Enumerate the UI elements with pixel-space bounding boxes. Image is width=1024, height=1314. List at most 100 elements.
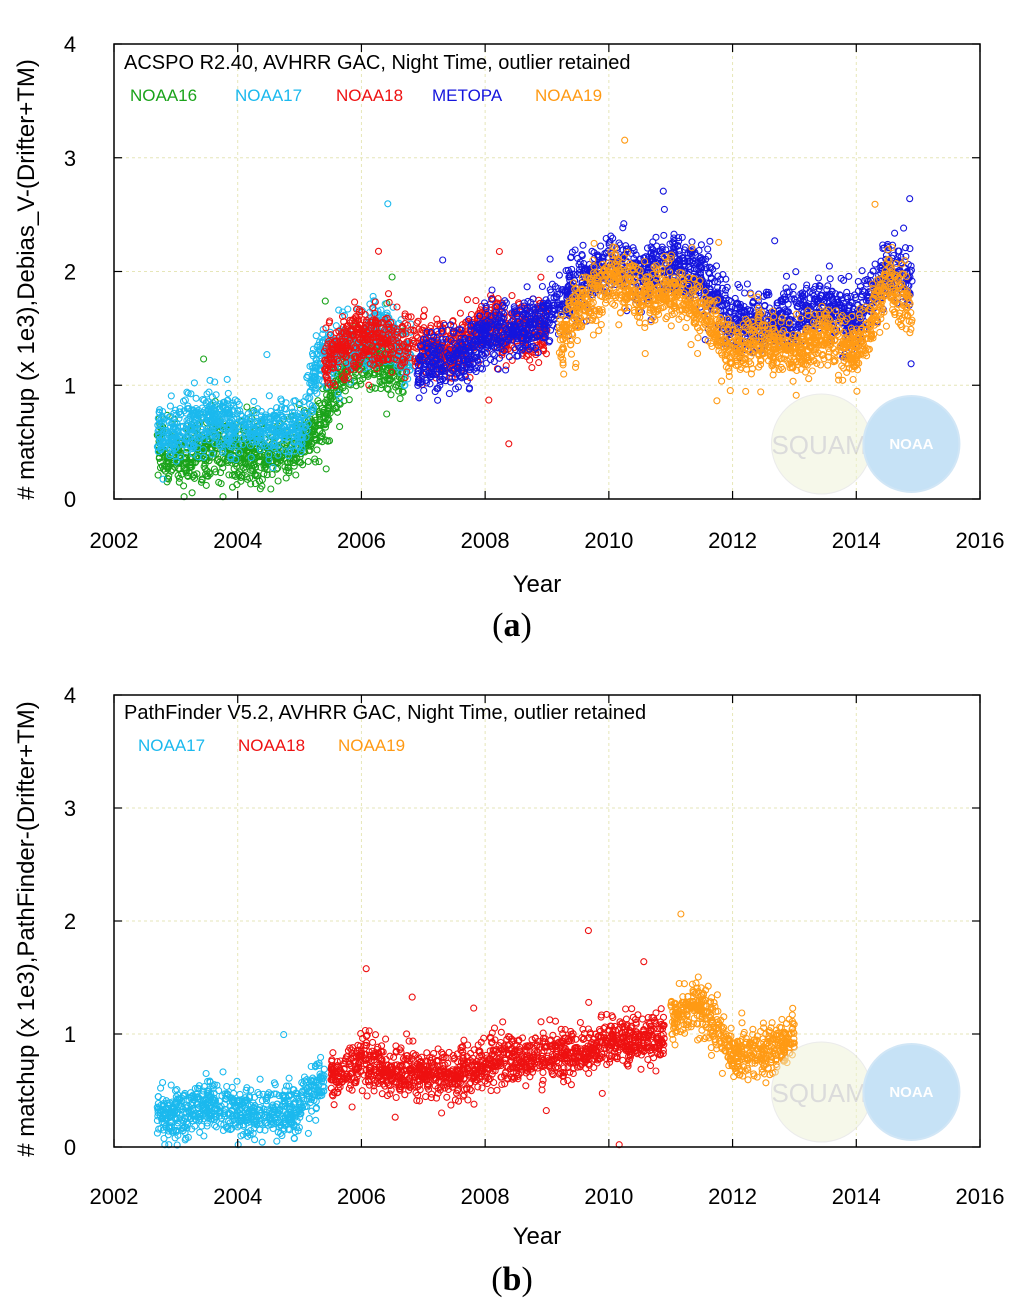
data-point xyxy=(537,273,545,281)
data-point xyxy=(212,410,220,418)
data-point xyxy=(356,377,364,385)
data-point xyxy=(276,428,284,437)
data-point xyxy=(415,394,423,402)
data-point xyxy=(305,442,313,450)
data-point xyxy=(256,485,264,493)
data-point xyxy=(198,404,206,412)
data-point xyxy=(313,343,321,351)
data-point xyxy=(284,452,293,460)
data-point xyxy=(209,430,217,438)
data-point xyxy=(244,421,252,429)
data-point xyxy=(555,271,563,279)
data-point xyxy=(619,224,627,232)
data-point xyxy=(193,454,201,462)
data-point xyxy=(204,414,212,422)
data-point xyxy=(782,284,790,292)
data-point xyxy=(253,438,261,446)
data-point xyxy=(243,403,251,411)
data-point xyxy=(906,195,914,203)
data-point xyxy=(228,443,236,451)
data-point xyxy=(660,205,668,213)
data-point xyxy=(697,241,705,249)
data-point xyxy=(160,453,168,461)
data-point xyxy=(546,255,554,263)
data-point xyxy=(306,446,314,454)
data-point xyxy=(286,423,294,431)
data-point xyxy=(272,427,280,436)
data-point xyxy=(180,407,188,415)
data-point xyxy=(252,472,260,480)
data-point xyxy=(388,273,396,281)
data-point xyxy=(267,442,275,450)
data-point xyxy=(268,426,276,434)
data-point xyxy=(190,474,199,482)
data-point xyxy=(384,375,392,383)
data-point xyxy=(257,407,265,415)
data-point xyxy=(269,464,277,472)
data-point xyxy=(282,405,290,413)
data-point xyxy=(239,440,247,448)
data-point xyxy=(265,392,273,400)
data-point xyxy=(306,387,314,395)
data-point xyxy=(278,424,286,432)
data-point xyxy=(340,397,348,405)
data-point xyxy=(782,272,791,280)
data-point xyxy=(263,471,271,479)
data-point xyxy=(233,462,241,470)
data-point xyxy=(310,425,318,433)
data-point xyxy=(706,237,714,245)
data-point xyxy=(397,316,405,324)
data-point xyxy=(235,448,243,456)
data-point xyxy=(380,370,388,378)
data-point xyxy=(334,390,342,398)
data-point xyxy=(273,404,281,412)
data-point xyxy=(299,433,307,441)
data-point xyxy=(247,454,255,462)
data-point xyxy=(274,464,282,472)
data-point xyxy=(250,409,258,417)
data-point xyxy=(378,377,386,385)
data-point xyxy=(445,390,453,398)
data-point xyxy=(771,237,779,245)
data-point xyxy=(296,404,304,412)
data-point xyxy=(171,439,179,447)
data-point xyxy=(211,411,219,419)
data-point xyxy=(163,474,171,482)
data-point xyxy=(251,418,259,426)
data-point xyxy=(291,437,299,445)
data-point xyxy=(245,414,253,422)
data-point xyxy=(175,408,183,416)
data-point xyxy=(381,300,389,308)
data-point xyxy=(277,395,285,403)
data-point xyxy=(311,455,319,463)
data-point xyxy=(226,419,234,427)
data-point xyxy=(166,402,174,410)
data-point xyxy=(174,471,182,480)
data-point xyxy=(336,395,344,403)
data-point xyxy=(351,298,359,306)
data-point xyxy=(161,462,169,470)
data-point xyxy=(387,391,395,399)
data-point xyxy=(316,420,325,428)
data-point xyxy=(488,286,496,294)
data-point xyxy=(217,480,225,488)
data-point xyxy=(265,450,273,459)
data-point xyxy=(743,280,751,288)
data-point xyxy=(299,412,307,420)
data-point xyxy=(281,433,289,441)
data-point xyxy=(183,435,191,443)
data-point xyxy=(232,455,240,464)
data-point xyxy=(184,472,192,480)
data-point xyxy=(167,392,175,400)
data-point xyxy=(344,305,352,313)
data-point xyxy=(299,461,307,469)
data-point xyxy=(154,421,162,429)
data-point xyxy=(193,414,201,422)
data-point xyxy=(206,376,214,384)
data-point xyxy=(292,471,300,479)
data-point xyxy=(159,475,167,483)
data-point xyxy=(246,474,254,482)
data-point xyxy=(288,404,296,412)
data-point xyxy=(192,394,200,402)
data-point xyxy=(495,247,503,256)
